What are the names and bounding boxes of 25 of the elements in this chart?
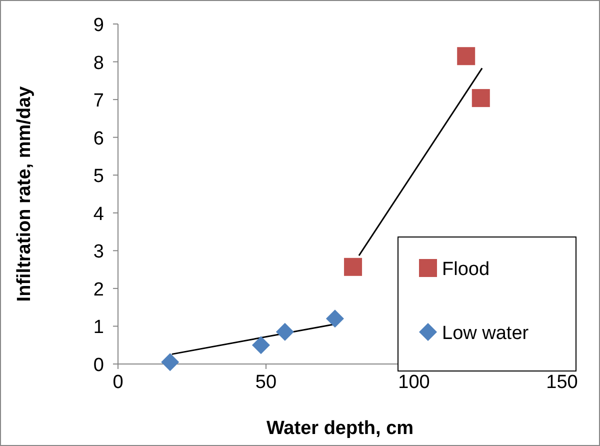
y-tick-label: 0 [93,355,104,376]
y-axis-title: Infiltration rate, mm/day [14,86,35,302]
y-tick-label: 2 [93,279,104,300]
y-tick-label: 3 [93,242,104,263]
point [252,336,270,354]
y-tick-label: 5 [93,166,104,188]
y-tick-label: 8 [93,52,104,74]
y-tick-label: 9 [93,15,104,36]
point [161,353,180,372]
y-tick-label: 7 [93,90,104,112]
y-tick-label: 4 [93,204,104,225]
y-tick-label: 6 [93,128,104,150]
y-tick-label: 1 [93,317,104,338]
legend-label: Low water [442,323,530,344]
point [472,89,490,108]
x-tick-label: 50 [255,372,277,393]
point [344,258,362,276]
x-tick-label: 100 [398,372,430,393]
point [326,310,344,328]
legend-label: Flood [442,259,490,280]
x-axis-title: Water depth, cm [266,418,414,439]
point [276,322,294,341]
point [457,47,476,66]
x-tick-label: 0 [112,372,124,393]
x-tick-label: 150 [546,372,578,393]
